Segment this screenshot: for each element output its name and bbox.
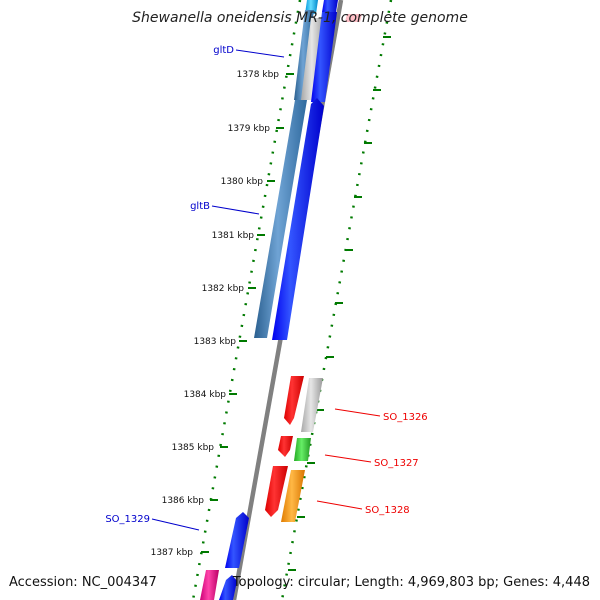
gene-label-so1329[interactable]: SO_1329 xyxy=(105,514,150,525)
gene-label-so1327[interactable]: SO_1327 xyxy=(374,458,419,469)
gene-so1329[interactable] xyxy=(225,512,249,568)
gene-so1327[interactable] xyxy=(294,438,311,461)
scale-label: 1383 kbp xyxy=(194,337,237,347)
scale-label: 1381 kbp xyxy=(212,231,255,241)
gene-blue-gltb[interactable] xyxy=(272,98,324,340)
gene-pink[interactable] xyxy=(345,14,362,22)
gene-magenta[interactable] xyxy=(200,570,219,600)
map-title: Shewanella oneidensis MR-1, complete gen… xyxy=(132,10,468,26)
gene-label-gltd[interactable]: gltD xyxy=(213,45,234,56)
scale-label: 1386 kbp xyxy=(162,496,205,506)
scale-label: 1385 kbp xyxy=(172,443,215,453)
gene-blue-top[interactable] xyxy=(322,0,338,12)
gene-red-1326[interactable] xyxy=(284,376,304,425)
gene-red-1327[interactable] xyxy=(278,436,293,457)
scale-label: 1387 kbp xyxy=(151,548,194,558)
gene-red-1328[interactable] xyxy=(265,466,288,517)
label-connectors xyxy=(151,49,381,531)
gene-blue-gltd[interactable] xyxy=(311,12,337,102)
accession-text: Accession: NC_004347 xyxy=(9,575,157,590)
gene-label-so1326[interactable]: SO_1326 xyxy=(383,412,428,423)
scale-labels: 1378 kbp 1379 kbp 1380 kbp 1381 kbp 1382… xyxy=(151,70,280,558)
scale-label: 1382 kbp xyxy=(202,284,245,294)
scale-label: 1379 kbp xyxy=(228,124,271,134)
gene-gltd[interactable] xyxy=(294,10,314,100)
scale-label: 1378 kbp xyxy=(237,70,280,80)
topology-text: Topology: circular; Length: 4,969,803 bp… xyxy=(232,575,590,590)
gene-so1326[interactable] xyxy=(301,378,323,432)
scale-label: 1384 kbp xyxy=(184,390,227,400)
gene-label-so1328[interactable]: SO_1328 xyxy=(365,505,410,516)
gene-label-gltb[interactable]: gltB xyxy=(190,201,210,212)
outer-major-ticks xyxy=(288,36,391,571)
gene-gltb[interactable] xyxy=(254,100,307,338)
gene-so1328[interactable] xyxy=(281,470,305,522)
gene-blue-bottom[interactable] xyxy=(219,575,237,600)
inner-major-ticks xyxy=(201,73,294,553)
scale-label: 1380 kbp xyxy=(221,177,264,187)
